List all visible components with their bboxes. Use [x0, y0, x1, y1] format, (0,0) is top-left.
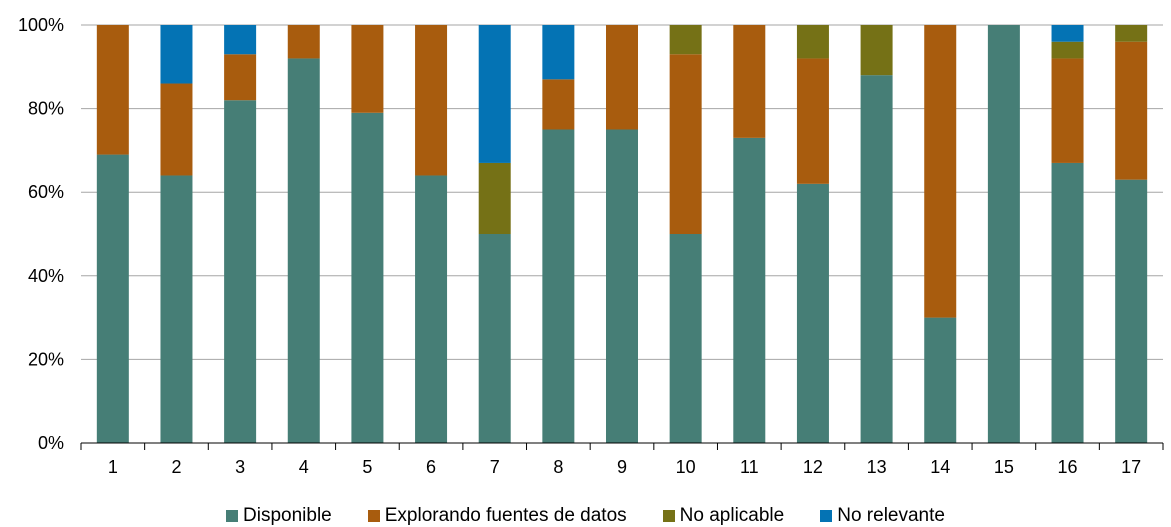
bar-segment-explorando-fuentes-de-datos-1 — [96, 25, 129, 155]
bar-segment-explorando-fuentes-de-datos-3 — [224, 54, 257, 101]
y-tick-label: 40% — [28, 266, 64, 286]
bar-segment-explorando-fuentes-de-datos-10 — [669, 54, 702, 235]
bar-segment-explorando-fuentes-de-datos-12 — [796, 58, 829, 184]
x-tick-label: 7 — [490, 457, 500, 477]
x-tick-label: 6 — [426, 457, 436, 477]
bar-segment-explorando-fuentes-de-datos-6 — [415, 25, 448, 176]
legend-label: No aplicable — [679, 505, 785, 526]
bar-segment-disponible-17 — [1115, 179, 1148, 443]
bar-segment-no-aplicable-17 — [1115, 25, 1148, 42]
bar-segment-disponible-10 — [669, 234, 702, 443]
x-tick-label: 17 — [1121, 457, 1141, 477]
legend-label: Explorando fuentes de datos — [384, 505, 627, 526]
bar-segment-disponible-6 — [415, 175, 448, 444]
x-tick-label: 12 — [803, 457, 823, 477]
bar-segment-explorando-fuentes-de-datos-4 — [287, 25, 320, 59]
x-tick-label: 2 — [171, 457, 181, 477]
bar-segment-disponible-12 — [796, 183, 829, 443]
bar-segment-no-aplicable-12 — [796, 25, 829, 59]
x-tick-label: 3 — [235, 457, 245, 477]
bar-segment-no-aplicable-10 — [669, 25, 702, 55]
bar-segment-disponible-5 — [351, 112, 384, 443]
x-tick-label: 4 — [299, 457, 309, 477]
legend-item: No aplicable — [662, 505, 785, 527]
bar-segment-no-aplicable-7 — [478, 162, 511, 234]
x-tick-label: 5 — [362, 457, 372, 477]
x-tick-label: 9 — [617, 457, 627, 477]
x-tick-label: 15 — [994, 457, 1014, 477]
x-tick-label: 14 — [930, 457, 950, 477]
bar-segment-explorando-fuentes-de-datos-14 — [924, 25, 957, 318]
x-tick-label: 16 — [1058, 457, 1078, 477]
stacked-bar-chart: 0%20%40%60%80%100%1 2 3 4 5 6 7 8 9 10 11 12 13 14 15 1… — [18, 15, 1164, 477]
x-tick-label: 10 — [676, 457, 696, 477]
legend-swatch — [226, 510, 239, 522]
bar-segment-no-relevante-7 — [478, 25, 511, 163]
bar-segment-no-relevante-2 — [160, 25, 193, 84]
x-tick-label: 8 — [553, 457, 563, 477]
bar-segment-no-aplicable-13 — [860, 25, 893, 76]
y-tick-label: 0% — [38, 433, 64, 453]
bar-segment-disponible-9 — [606, 129, 638, 443]
legend-swatch — [662, 510, 675, 522]
bar-segment-no-relevante-8 — [542, 25, 575, 80]
bar-segment-disponible-13 — [860, 75, 893, 443]
y-tick-label: 100% — [18, 15, 64, 35]
bar-segment-no-relevante-16 — [1051, 25, 1084, 42]
x-tick-label: 1 — [108, 457, 118, 477]
x-tick-label: 11 — [740, 457, 759, 477]
bar-segment-disponible-8 — [542, 129, 575, 443]
bar-segment-explorando-fuentes-de-datos-11 — [733, 25, 766, 138]
bar-segment-no-relevante-3 — [224, 25, 257, 55]
bar-segment-explorando-fuentes-de-datos-8 — [542, 79, 575, 130]
bar-segment-explorando-fuentes-de-datos-5 — [351, 25, 384, 113]
bar-segment-disponible-3 — [224, 100, 257, 444]
bar-segment-explorando-fuentes-de-datos-9 — [606, 25, 638, 130]
legend-label: Disponible — [243, 505, 332, 526]
legend-label: No relevante — [837, 505, 945, 526]
bars — [96, 25, 1148, 444]
bar-segment-disponible-11 — [733, 137, 766, 444]
x-tick-label: 13 — [867, 457, 887, 477]
bar-segment-disponible-7 — [478, 234, 511, 443]
legend: Disponible Explorando fuentes de datos No … — [0, 505, 1171, 527]
y-tick-label: 20% — [28, 349, 64, 369]
bar-segment-disponible-2 — [160, 175, 193, 444]
bar-segment-disponible-16 — [1051, 162, 1084, 443]
y-tick-label: 80% — [28, 99, 64, 119]
bar-segment-disponible-14 — [924, 317, 957, 443]
bar-segment-disponible-15 — [987, 25, 1020, 443]
legend-swatch — [820, 510, 833, 522]
bar-segment-explorando-fuentes-de-datos-2 — [160, 83, 193, 176]
legend-item: Explorando fuentes de datos — [367, 505, 627, 527]
axes: 0%20%40%60%80%100%1 2 3 4 5 6 7 8 9 10 11 12 13 14 15 1… — [18, 15, 1164, 477]
bar-segment-explorando-fuentes-de-datos-17 — [1115, 41, 1148, 180]
bar-segment-explorando-fuentes-de-datos-16 — [1051, 58, 1084, 163]
legend-swatch — [367, 510, 380, 522]
legend-item: Disponible — [226, 505, 332, 527]
y-tick-label: 60% — [28, 182, 64, 202]
legend-item: No relevante — [820, 505, 945, 527]
bar-segment-disponible-4 — [287, 58, 320, 443]
bar-segment-disponible-1 — [96, 154, 129, 443]
bar-segment-no-aplicable-16 — [1051, 41, 1084, 59]
